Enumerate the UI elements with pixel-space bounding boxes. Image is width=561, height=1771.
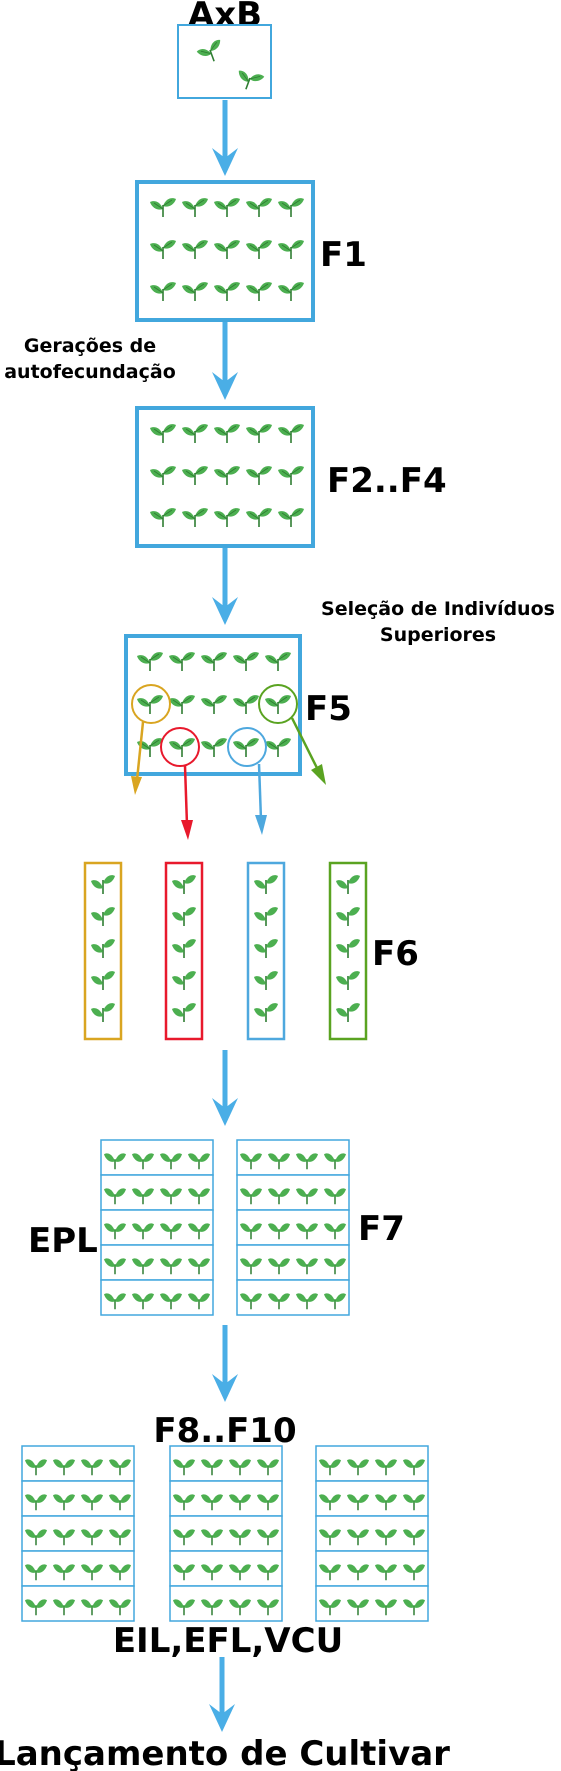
down-arrow-icon [181,765,193,840]
down-arrow-icon [131,721,145,795]
down-arrow-icon [212,548,238,625]
down-arrow-icon [212,1325,238,1402]
f1-label: F1 [320,235,367,275]
release-label: Lançamento de Cultivar [0,1734,450,1771]
f7-trays [100,1139,350,1316]
selection-label-line1: Seleção de Indivíduos [321,598,555,620]
down-arrow-icon [255,763,267,835]
selection-circle-blue [227,727,267,767]
selfing-label-line1: Gerações de [24,335,156,357]
down-arrow-icon [212,322,238,400]
down-arrow-icon [212,100,238,176]
f8f10-label: F8..F10 [153,1411,296,1451]
f7-label: F7 [358,1209,405,1249]
f6-label: F6 [372,934,419,974]
selfing-label-line2: autofecundação [4,361,176,383]
down-arrow-icon [212,1050,238,1126]
selection-circle-green [258,684,298,724]
epl-label: EPL [28,1221,98,1261]
selection-circle-red [160,727,200,767]
f8f10-trays [21,1445,429,1622]
down-arrow-icon [290,717,326,785]
selection-label-line2: Superiores [380,624,496,646]
trials-label: EIL,EFL,VCU [113,1621,343,1661]
selection-circle-yellow [131,684,171,724]
parents-box [177,24,272,99]
f2f4-label: F2..F4 [327,461,447,501]
f6-plant-columns [90,874,361,1023]
f5-label: F5 [305,689,352,729]
down-arrow-icon [209,1657,235,1732]
